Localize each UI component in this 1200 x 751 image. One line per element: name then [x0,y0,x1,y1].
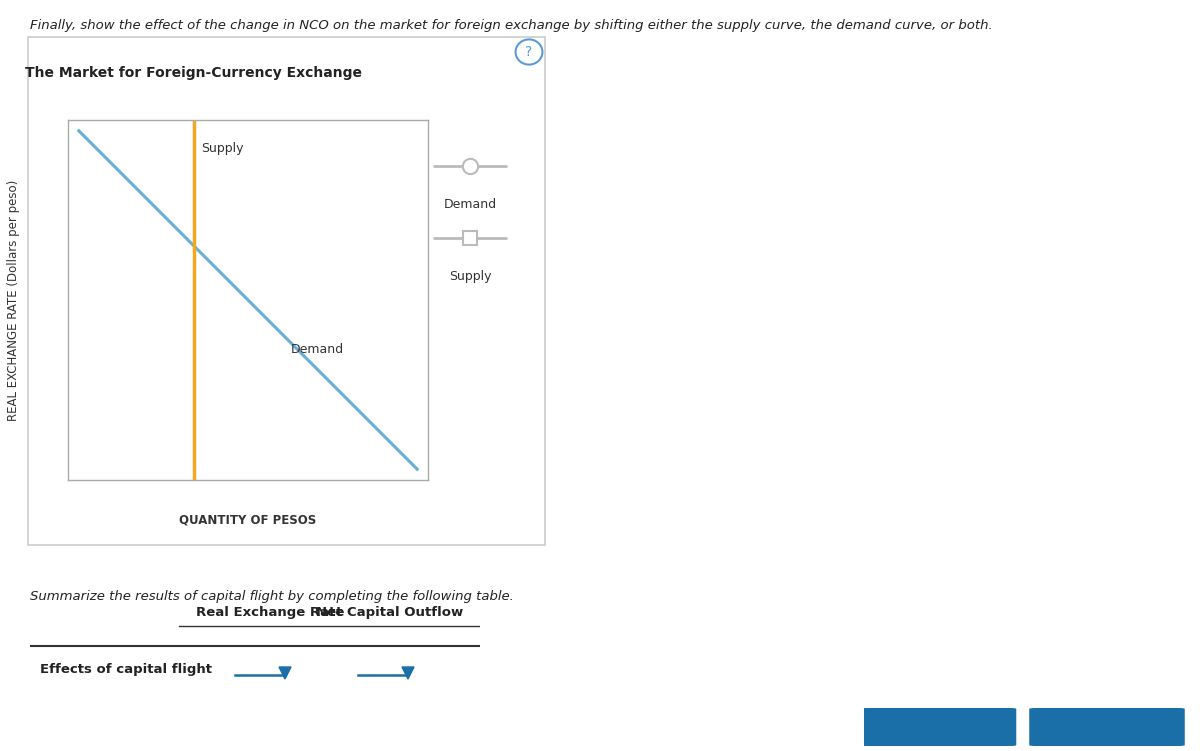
Text: Demand: Demand [292,343,344,356]
Polygon shape [278,667,292,679]
Polygon shape [402,667,414,679]
Text: Real Exchange Rate: Real Exchange Rate [196,606,344,619]
Text: Summarize the results of capital flight by completing the following table.: Summarize the results of capital flight … [30,590,514,602]
Text: Net Capital Outflow: Net Capital Outflow [317,606,463,619]
Text: Effects of capital flight: Effects of capital flight [40,662,212,675]
Text: Demand: Demand [444,198,497,212]
FancyBboxPatch shape [1030,708,1184,746]
Text: The Market for Foreign-Currency Exchange: The Market for Foreign-Currency Exchange [25,66,362,80]
Text: Supply: Supply [449,270,491,283]
Text: ?: ? [526,45,533,59]
Text: QUANTITY OF PESOS: QUANTITY OF PESOS [179,514,317,526]
Text: REAL EXCHANGE RATE (Dollars per peso): REAL EXCHANGE RATE (Dollars per peso) [7,179,20,421]
Text: Supply: Supply [202,142,244,155]
FancyBboxPatch shape [28,37,545,545]
FancyBboxPatch shape [860,708,1016,746]
Text: Finally, show the effect of the change in NCO on the market for foreign exchange: Finally, show the effect of the change i… [30,19,992,32]
